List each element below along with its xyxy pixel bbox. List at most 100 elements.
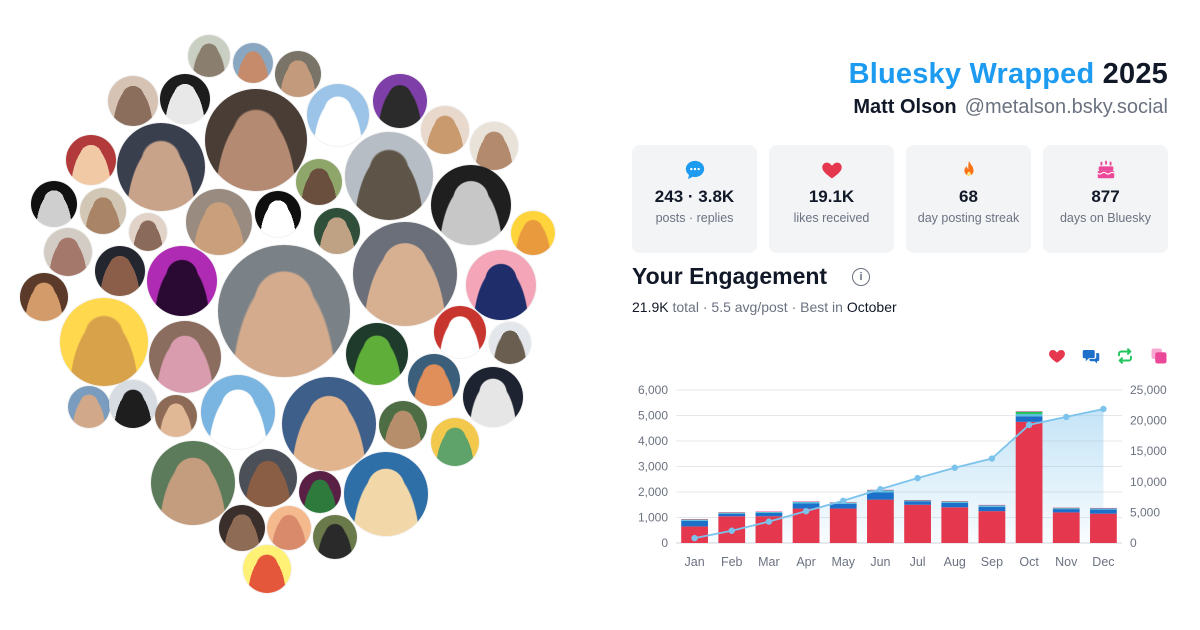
bar-segment-jul-2 [904,500,931,502]
avatar-20[interactable] [314,208,360,254]
y-left-tick-label: 5,000 [638,409,668,423]
bar-segment-oct-0 [1015,421,1043,543]
reply-icon[interactable] [1082,347,1100,365]
avatar-29[interactable] [20,273,68,321]
stat-value: 19.1K [808,187,855,206]
avatar-41[interactable] [379,401,427,449]
avatar-5[interactable] [160,74,210,124]
bar-segment-oct-2 [1015,413,1043,417]
stat-label: posts · replies [655,211,734,225]
avatar-6[interactable] [205,89,307,191]
avatar-28[interactable] [466,250,536,320]
avatar-26[interactable] [147,246,217,316]
bar-segment-aug-1 [941,502,969,508]
avatar-50[interactable] [313,515,357,559]
avatar-32[interactable] [346,323,408,385]
cumulative-point-nov [1063,413,1070,421]
bar-segment-sep-1 [978,506,1006,512]
avatar-38[interactable] [155,395,197,437]
y-left-tick-label: 0 [661,536,668,550]
avatar-36[interactable] [68,386,110,428]
avatar-40[interactable] [282,377,376,471]
avatar-34[interactable] [489,322,531,364]
repost-icon[interactable] [1116,347,1134,365]
avatar-21[interactable] [353,222,457,326]
avatar-4[interactable] [108,76,158,126]
y-right-tick-label: 25,000 [1130,383,1167,397]
engagement-chart-svg: 0 1,000 2,000 3,000 4,000 5,000 6,000 0 5,000 10,… [638,383,1167,569]
avatar-27[interactable] [218,245,350,377]
cumulative-point-mar [765,518,773,525]
avatar-12[interactable] [117,123,205,211]
avatar-1[interactable] [188,35,230,77]
avatar-2[interactable] [233,43,273,83]
avatar-30[interactable] [60,298,148,386]
avatar-47[interactable] [344,452,428,536]
quote-icon[interactable] [1150,347,1168,365]
x-tick-label: Sep [981,555,1003,569]
avatar-15[interactable] [31,181,77,227]
info-icon[interactable]: i [852,268,870,286]
bar-segment-nov-1 [1052,509,1080,513]
stat-card-likes: 19.1K likes received [769,145,894,253]
avatar-43[interactable] [431,418,479,466]
cumulative-point-feb [728,527,735,534]
bar-segment-oct-3 [1015,411,1043,414]
avatar-42[interactable] [463,367,523,427]
avatar-33[interactable] [434,306,486,358]
stat-card-streak: 68 day posting streak [906,145,1031,253]
x-tick-label: May [831,555,855,569]
avatar-25[interactable] [95,246,145,296]
avatar-48[interactable] [219,505,265,551]
avatar-13[interactable] [296,159,342,205]
engagement-chart: 0 1,000 2,000 3,000 4,000 5,000 6,000 0 5,000 10,… [632,378,1168,578]
bar-segment-jul-1 [904,501,931,505]
flame-icon [906,159,1031,181]
avatar-23[interactable] [511,211,555,255]
avatar-35[interactable] [408,354,460,406]
bar-segment-may-0 [829,508,857,543]
bar-segment-aug-2 [941,501,969,503]
x-tick-label: Jan [685,555,705,569]
avatar-24[interactable] [44,228,92,276]
engagement-average: 5.5 avg/post [711,299,788,315]
stat-label: likes received [793,211,870,225]
y-right-tick-label: 5,000 [1130,505,1160,519]
avatar-49[interactable] [267,506,311,550]
heart-icon[interactable] [1048,347,1066,365]
avatar-14[interactable] [345,132,433,220]
avatar-7[interactable] [307,84,369,146]
avatar-8[interactable] [373,74,427,128]
x-tick-label: Jun [870,555,890,569]
avatar-17[interactable] [129,213,167,251]
avatar-44[interactable] [151,441,235,525]
avatar-16[interactable] [80,188,126,234]
x-tick-label: Mar [758,555,780,569]
avatar-31[interactable] [149,321,221,393]
display-name: Matt Olson [853,96,957,118]
avatar-51[interactable] [243,545,291,593]
avatar-22[interactable] [431,165,511,245]
stat-value: 243 · 3.8K [654,187,735,206]
bar-segment-apr-4 [792,501,820,502]
y-right-tick-label: 15,000 [1130,444,1167,458]
avatar-46[interactable] [299,471,341,513]
cumulative-point-aug [951,464,958,471]
y-right-tick-label: 0 [1130,536,1137,550]
engagement-best-prefix: Best in [800,299,843,315]
stat-label: days on Bluesky [1059,211,1152,225]
avatar-19[interactable] [255,191,301,237]
avatar-45[interactable] [239,449,297,507]
y-left-tick-label: 2,000 [638,485,668,499]
avatar-18[interactable] [186,189,252,255]
bar-segment-sep-0 [978,511,1006,543]
bar-segment-jan-2 [681,519,708,521]
avatar-39[interactable] [201,375,275,449]
engagement-best-month: October [846,299,897,315]
avatar-11[interactable] [66,135,116,185]
engagement-total: 21.9K [632,299,669,315]
avatar-9[interactable] [421,106,469,154]
avatar-37[interactable] [109,380,157,428]
avatar-10[interactable] [470,122,518,170]
avatar-3[interactable] [275,51,321,97]
